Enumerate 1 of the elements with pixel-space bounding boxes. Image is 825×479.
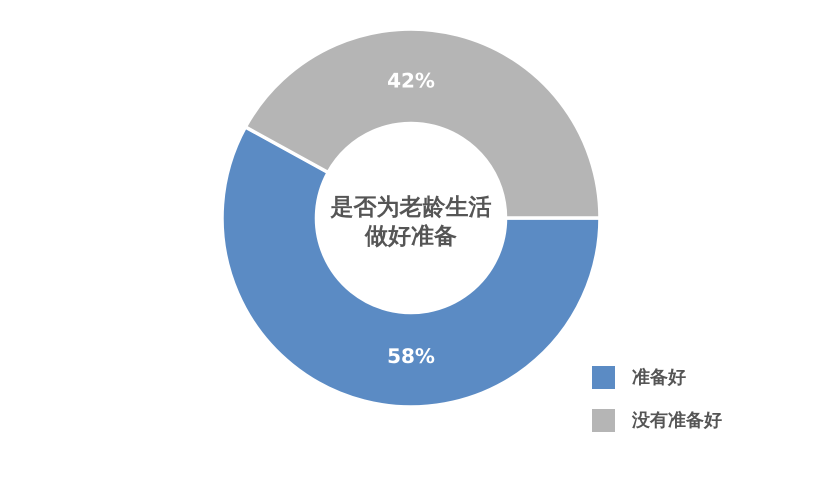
title: 是否为老龄生活做好准备 bbox=[330, 194, 492, 250]
